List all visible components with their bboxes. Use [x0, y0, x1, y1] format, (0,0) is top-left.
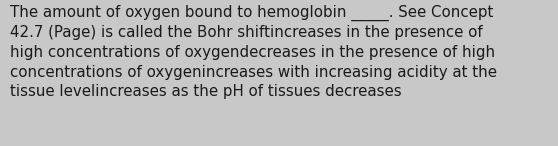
Text: The amount of oxygen bound to hemoglobin _____. See Concept
42.7 (Page) is calle: The amount of oxygen bound to hemoglobin…: [10, 5, 497, 99]
